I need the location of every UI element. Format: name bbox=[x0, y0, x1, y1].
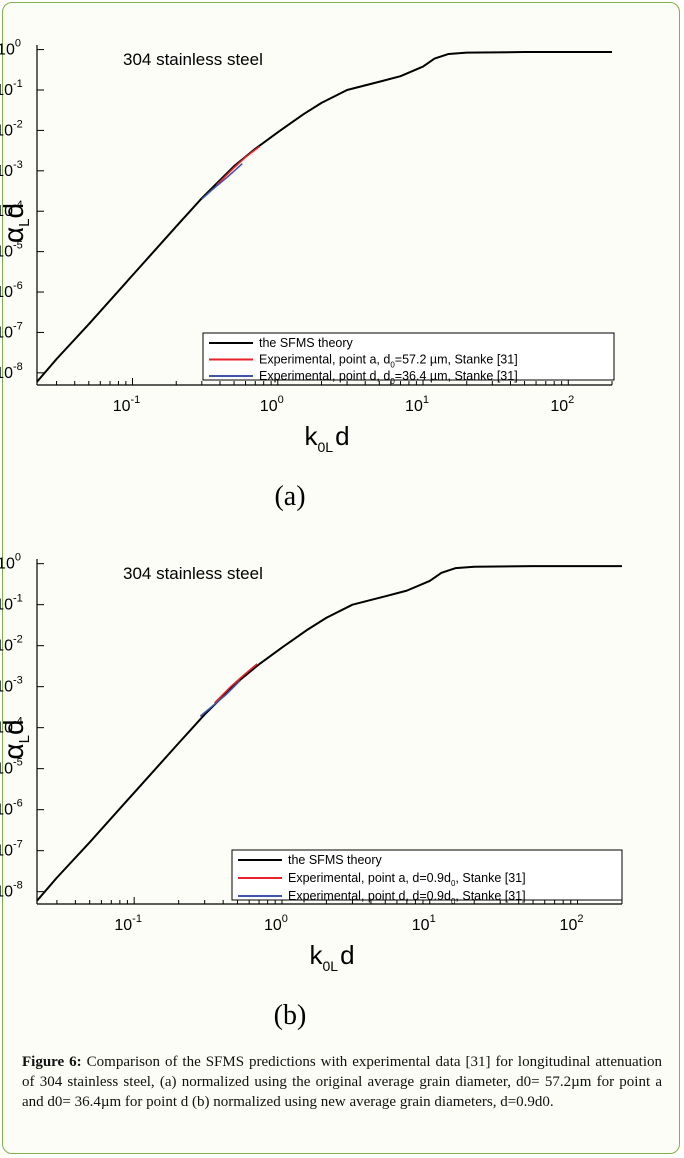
theory-curve bbox=[36, 565, 622, 902]
material-annotation: 304 stainless steel bbox=[123, 50, 263, 69]
panel-label: (a) bbox=[274, 481, 305, 512]
y-tick-label: 100 bbox=[0, 38, 21, 59]
legend-entry: Experimental, point a, d0=57.2 µm, Stank… bbox=[259, 353, 518, 370]
legend-entry: Experimental, point d, d0=36.4 µm, Stank… bbox=[259, 369, 518, 386]
legend-entry: Experimental, point d, d=0.9d0, Stanke [… bbox=[288, 889, 526, 906]
x-tick-label: 100 bbox=[264, 913, 288, 934]
experimental-point-d-curve bbox=[199, 680, 241, 717]
y-axis-label: αLd bbox=[0, 719, 33, 759]
x-tick-label: 100 bbox=[260, 394, 284, 415]
x-tick-label: 101 bbox=[412, 913, 436, 934]
y-tick-label: 10-1 bbox=[0, 78, 23, 99]
x-tick-label: 101 bbox=[405, 394, 429, 415]
legend-entry: Experimental, point a, d=0.9d0, Stanke [… bbox=[288, 871, 526, 888]
material-annotation: 304 stainless steel bbox=[123, 564, 263, 583]
x-tick-label: 10-1 bbox=[114, 913, 142, 934]
x-axis-label: k0Ld bbox=[305, 421, 350, 455]
y-tick-label: 10-8 bbox=[0, 880, 23, 901]
legend-entry: the SFMS theory bbox=[259, 336, 354, 350]
y-tick-label: 10-2 bbox=[0, 118, 23, 139]
chart-panel-2: 10-1 100 101 102 100 10-1 10-2 10-3 10-4 10-5 10-6… bbox=[0, 552, 623, 1031]
legend-entry: the SFMS theory bbox=[288, 853, 383, 867]
y-tick-label: 10-1 bbox=[0, 593, 23, 614]
experimental-point-d-curve bbox=[201, 163, 243, 200]
legend-box bbox=[231, 849, 623, 901]
caption-text: Comparison of the SFMS predictions with … bbox=[22, 1054, 662, 1110]
y-tick-label: 100 bbox=[0, 552, 21, 573]
y-tick-label: 10-6 bbox=[0, 280, 23, 301]
y-tick-label: 10-5 bbox=[0, 240, 23, 261]
panel-label: (b) bbox=[274, 1000, 307, 1031]
caption-figure-number: Figure 6: bbox=[22, 1054, 82, 1070]
y-tick-label: 10-8 bbox=[0, 361, 23, 382]
x-tick-label: 102 bbox=[560, 913, 584, 934]
y-tick-label: 10-7 bbox=[0, 839, 23, 860]
y-tick-label: 10-5 bbox=[0, 757, 23, 778]
y-tick-label: 10-3 bbox=[0, 159, 23, 180]
figure-charts: 10-1 100 101 102 100 10-1 10-2 10-3 10-4 10-5 10-6… bbox=[0, 38, 623, 1031]
y-tick-label: 10-3 bbox=[0, 675, 23, 696]
chart-panel-1: 10-1 100 101 102 100 10-1 10-2 10-3 10-4 10-5 10-6… bbox=[0, 38, 615, 512]
experimental-point-a-curve bbox=[216, 145, 261, 186]
y-tick-label: 10-7 bbox=[0, 320, 23, 341]
x-axis-label: k0Ld bbox=[310, 940, 355, 974]
figure-caption: Figure 6: Comparison of the SFMS predict… bbox=[22, 1052, 662, 1112]
theory-curve bbox=[36, 51, 612, 383]
x-tick-label: 10-1 bbox=[113, 394, 141, 415]
x-tick-label: 102 bbox=[550, 394, 574, 415]
y-tick-label: 10-4 bbox=[0, 199, 23, 220]
y-axis-label: αLd bbox=[0, 203, 33, 243]
experimental-point-a-curve bbox=[214, 663, 258, 704]
y-tick-label: 10-6 bbox=[0, 798, 23, 819]
legend-box bbox=[202, 332, 615, 381]
y-tick-label: 10-2 bbox=[0, 634, 23, 655]
y-tick-label: 10-4 bbox=[0, 716, 23, 737]
